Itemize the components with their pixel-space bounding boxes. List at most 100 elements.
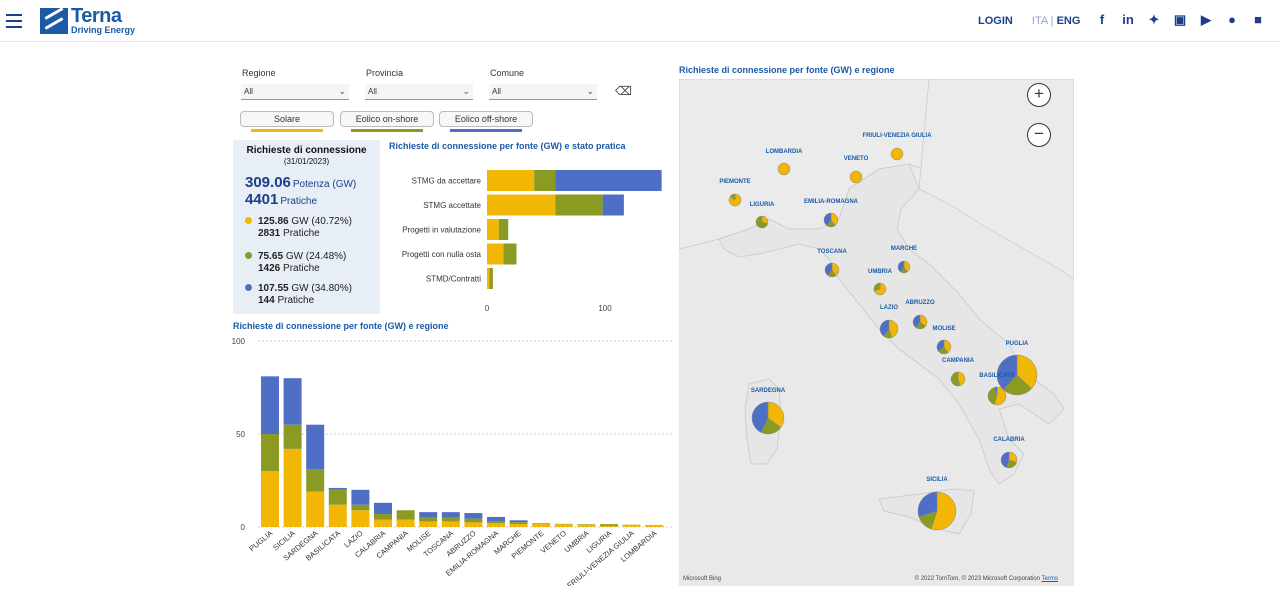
region-bar-segment[interactable] [645, 525, 664, 527]
youtube-icon[interactable]: ▶ [1201, 12, 1211, 27]
status-bar-segment[interactable] [498, 219, 509, 240]
status-bar-segment[interactable] [487, 268, 490, 289]
flickr-icon[interactable]: ● [1228, 12, 1236, 27]
region-bar-segment[interactable] [487, 523, 505, 527]
region-bar-segment[interactable] [374, 513, 392, 520]
lang-ita-link[interactable]: ITA [1031, 15, 1048, 27]
map-pie-slice[interactable] [987, 387, 998, 405]
map-pie-slice[interactable] [890, 147, 904, 161]
region-bar-segment[interactable] [509, 522, 528, 525]
map-pie-slice[interactable] [767, 401, 785, 428]
status-bar-segment[interactable] [534, 170, 556, 191]
region-bar-segment[interactable] [283, 424, 302, 449]
map-pie-slice[interactable] [888, 319, 899, 338]
filter-provincia-select[interactable]: All ⌄ [365, 84, 473, 100]
login-link[interactable]: LOGIN [978, 15, 1013, 27]
map-pie-slice[interactable] [1000, 451, 1010, 468]
region-bar-segment[interactable] [283, 448, 302, 527]
map-pie-slice[interactable] [729, 193, 736, 201]
facebook-icon[interactable]: f [1099, 12, 1105, 27]
region-bar-segment[interactable] [554, 524, 573, 527]
instagram-icon[interactable]: ▣ [1173, 12, 1187, 27]
region-bar-segment[interactable] [600, 526, 618, 527]
status-bar-segment[interactable] [487, 243, 504, 265]
region-bar-segment[interactable] [464, 518, 483, 523]
status-bar-segment[interactable] [487, 219, 499, 240]
map-pie-slice[interactable] [930, 491, 957, 531]
map-pie-slice[interactable] [879, 319, 890, 337]
map-pie-slice[interactable] [936, 339, 945, 352]
status-bar-segment[interactable] [487, 170, 535, 191]
region-bar-segment[interactable] [396, 519, 415, 527]
map-pie-slice[interactable] [897, 260, 905, 273]
map-pie-slice[interactable] [728, 193, 742, 207]
region-bar-segment[interactable] [261, 434, 279, 472]
region-bar-segment[interactable] [261, 376, 279, 434]
app-icon[interactable]: ■ [1254, 12, 1262, 27]
twitter-icon[interactable]: ✦ [1148, 12, 1160, 27]
region-bar-segment[interactable] [328, 504, 347, 527]
region-bar-segment[interactable] [509, 520, 528, 523]
region-bar-segment[interactable] [487, 521, 505, 524]
map-pie-slice[interactable] [950, 371, 961, 387]
filter-regione-select[interactable]: All ⌄ [241, 84, 349, 100]
region-bar-segment[interactable] [396, 510, 415, 520]
region-bar-segment[interactable] [419, 521, 438, 527]
status-bar-segment[interactable] [503, 243, 517, 265]
region-bar-segment[interactable] [441, 517, 460, 522]
menu-icon[interactable] [6, 14, 22, 28]
region-bar-segment[interactable] [328, 487, 347, 490]
region-bar-segment[interactable] [577, 524, 596, 527]
region-bar-segment[interactable] [487, 516, 505, 522]
lang-eng-link[interactable]: ENG [1056, 15, 1081, 27]
region-bar-segment[interactable] [351, 510, 370, 527]
zoom-out-icon[interactable]: − [1027, 123, 1051, 147]
region-bar-segment[interactable] [328, 489, 347, 505]
source-button-offshore[interactable]: Eolico off-shore [439, 111, 533, 127]
map-pie-slice[interactable] [917, 491, 938, 518]
status-bar-segment[interactable] [555, 194, 603, 216]
region-bar-segment[interactable] [351, 504, 370, 511]
map-pie-slice[interactable] [824, 262, 833, 277]
region-bar-segment[interactable] [306, 424, 325, 470]
map-pie-slice[interactable] [993, 386, 998, 397]
map-pie-slice[interactable] [996, 354, 1018, 390]
region-bar-segment[interactable] [509, 524, 528, 527]
map-panel[interactable]: FRIULI-VENEZIA GIULIA LOMBARDIA VENETO PIEM… [679, 79, 1074, 586]
map-pie-slice[interactable] [849, 170, 863, 184]
region-bar-segment[interactable] [374, 519, 392, 527]
source-button-solare[interactable]: Solare [240, 111, 334, 127]
region-bar-segment[interactable] [622, 524, 641, 527]
status-bar-segment[interactable] [602, 194, 624, 216]
region-bar-segment[interactable] [283, 378, 302, 425]
linkedin-icon[interactable]: in [1122, 12, 1134, 27]
region-bar-segment[interactable] [351, 489, 370, 505]
map-pie-slice[interactable] [777, 162, 791, 176]
status-bar-segment[interactable] [489, 268, 493, 289]
region-bar-segment[interactable] [306, 491, 325, 527]
map-terms-link[interactable]: Terms [1041, 576, 1058, 582]
zoom-in-icon[interactable]: + [1027, 83, 1051, 107]
region-bar-segment[interactable] [419, 517, 438, 522]
region-bar-segment[interactable] [464, 513, 483, 519]
region-bar-segment[interactable] [532, 523, 551, 525]
map-pie-slice[interactable] [751, 401, 769, 433]
region-bar-segment[interactable] [374, 502, 392, 514]
region-bar-segment[interactable] [464, 522, 483, 527]
region-bar-segment[interactable] [441, 512, 460, 518]
eraser-icon[interactable]: ⌫ [615, 84, 632, 98]
region-bar-segment[interactable] [600, 524, 618, 527]
map-pie-slice[interactable] [1016, 354, 1038, 390]
region-bar-segment[interactable] [441, 521, 460, 527]
status-bar-segment[interactable] [555, 170, 662, 191]
map-pie-slice[interactable] [957, 371, 966, 386]
source-button-onshore[interactable]: Eolico on-shore [340, 111, 434, 127]
map-pie-slice[interactable] [873, 282, 881, 292]
map-pie-slice[interactable] [912, 314, 921, 329]
map-pie-slice[interactable] [755, 215, 769, 229]
map-pie-slice[interactable] [823, 212, 832, 227]
region-bar-segment[interactable] [306, 469, 325, 492]
status-bar-segment[interactable] [487, 194, 556, 216]
region-bar-segment[interactable] [577, 524, 596, 525]
region-bar-segment[interactable] [261, 471, 279, 527]
